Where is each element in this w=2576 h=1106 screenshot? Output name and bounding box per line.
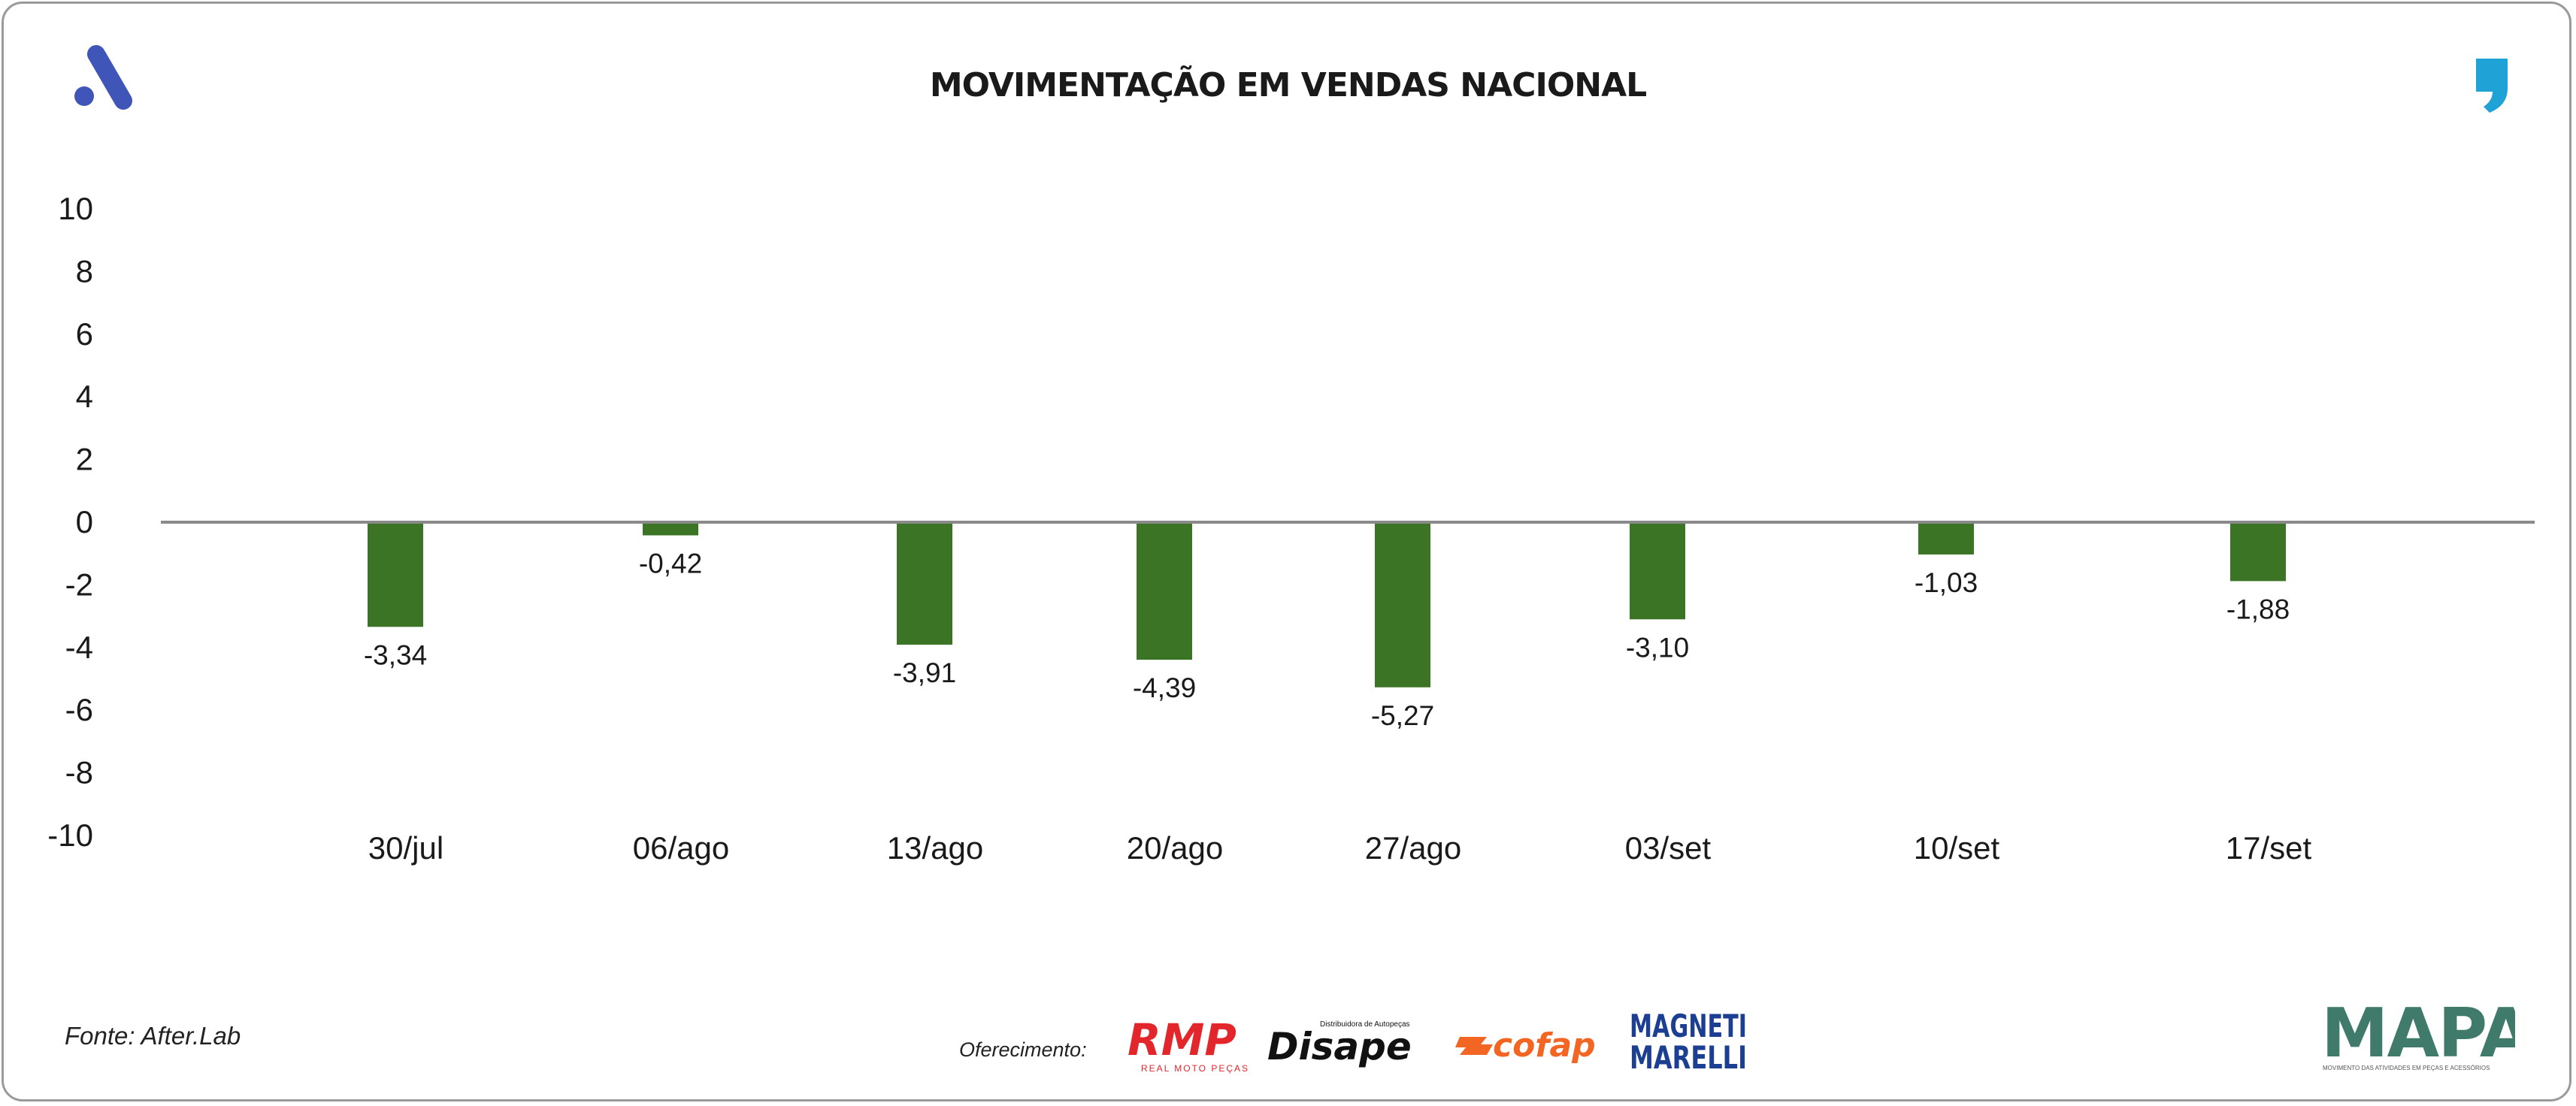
bar xyxy=(2230,522,2286,582)
mapa-logo-subtitle: MOVIMENTO DAS ATIVIDADES EM PEÇAS E ACES… xyxy=(2323,1065,2490,1071)
bar-chart: 10 8 6 4 2 0 -2 -4 -6 -8 -10 -3,34 -0,42 -3,91 -4,39 -5… xyxy=(47,191,2535,866)
x-tick-label: 30/jul xyxy=(368,830,443,866)
data-label: -3,10 xyxy=(1626,632,1689,663)
source-note: Fonte: After.Lab xyxy=(65,1022,241,1050)
bar xyxy=(1630,522,1685,620)
y-tick-label: 6 xyxy=(76,316,93,352)
bar xyxy=(897,522,952,645)
svg-text:MAGNETI: MAGNETI xyxy=(1630,1008,1747,1044)
x-tick-label: 10/set xyxy=(1914,830,2000,866)
mapa-logo-text: MAPA xyxy=(2321,998,2515,1073)
afterlab-logo-icon xyxy=(74,45,132,110)
data-label: -5,27 xyxy=(1371,700,1434,731)
bar xyxy=(643,522,698,536)
disape-logo-subtitle: Distribuidora de Autopeças xyxy=(1320,1020,1410,1029)
y-tick-label: -8 xyxy=(65,755,93,790)
data-label: -4,39 xyxy=(1133,672,1196,703)
y-tick-label: 4 xyxy=(76,379,93,414)
svg-text:MARELLI: MARELLI xyxy=(1630,1039,1747,1076)
data-label: -1,03 xyxy=(1915,567,1978,598)
rmp-logo-subtitle: REAL MOTO PEÇAS xyxy=(1141,1063,1249,1074)
y-tick-label: 2 xyxy=(76,442,93,477)
y-tick-label: 0 xyxy=(76,504,93,539)
mapa-logo: MAPA MOVIMENTO DAS ATIVIDADES EM PEÇAS E… xyxy=(2321,998,2515,1073)
y-tick-label: -4 xyxy=(65,630,93,665)
x-tick-label: 27/ago xyxy=(1365,830,1461,866)
cofap-logo-text: cofap xyxy=(1493,1026,1596,1065)
y-tick-label: 8 xyxy=(76,253,93,289)
bar xyxy=(368,522,423,627)
y-tick-label: -6 xyxy=(65,692,93,727)
rmp-logo-text: RMP xyxy=(1128,1016,1237,1065)
rmp-logo: RMP REAL MOTO PEÇAS xyxy=(1128,1016,1249,1074)
x-tick-label: 20/ago xyxy=(1127,830,1223,866)
bar xyxy=(1918,522,1974,555)
y-tick-label: 10 xyxy=(58,191,93,226)
y-tick-label: -2 xyxy=(65,567,93,602)
x-tick-label: 03/set xyxy=(1625,830,1712,866)
data-label: -3,34 xyxy=(364,639,427,670)
disape-logo-text: Disape xyxy=(1267,1025,1412,1068)
bar xyxy=(1375,522,1430,687)
magneti-marelli-logo: MAGNETI MARELLI xyxy=(1630,1008,1747,1076)
chart-title: MOVIMENTAÇÃO EM VENDAS NACIONAL xyxy=(929,66,1647,104)
y-tick-label: -10 xyxy=(47,817,93,853)
x-tick-label: 13/ago xyxy=(887,830,983,866)
comma-quote-icon xyxy=(2476,59,2508,113)
offer-label: Oferecimento: xyxy=(959,1038,1087,1061)
x-tick-label: 06/ago xyxy=(633,830,729,866)
data-label: -3,91 xyxy=(893,657,956,688)
data-label: -0,42 xyxy=(639,548,702,579)
cofap-logo: cofap xyxy=(1455,1026,1596,1065)
x-tick-label: 17/set xyxy=(2226,830,2312,866)
bar xyxy=(1137,522,1192,660)
disape-logo: Distribuidora de Autopeças Disape xyxy=(1267,1020,1412,1068)
data-label: -1,88 xyxy=(2226,594,2290,624)
